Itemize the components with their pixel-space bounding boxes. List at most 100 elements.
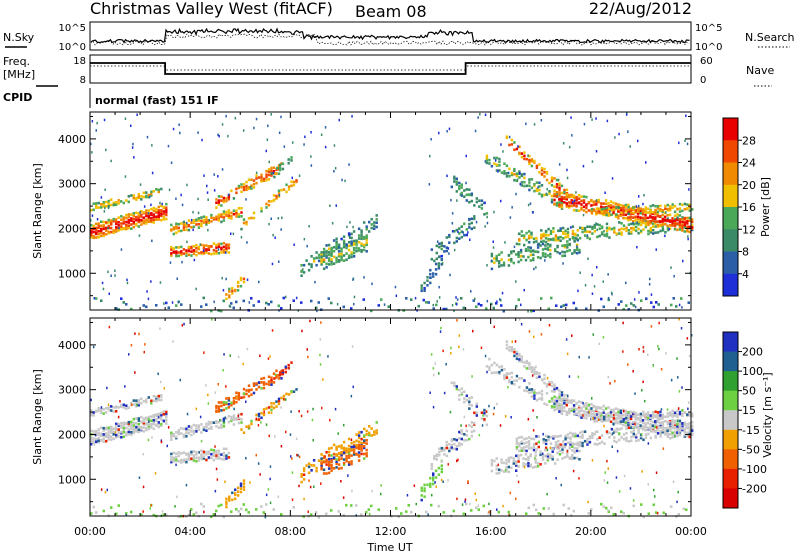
- echo-cell: [502, 261, 506, 265]
- scatter-cell: [151, 144, 153, 147]
- echo-cell: [669, 414, 672, 417]
- scatter-cell: [532, 409, 534, 412]
- echo-cell: [651, 426, 654, 430]
- echo-cell: [563, 406, 566, 409]
- echo-cell: [363, 235, 366, 239]
- echo-cell: [543, 377, 546, 380]
- echo-cell: [125, 431, 128, 434]
- echo-cell: [523, 180, 526, 184]
- echo-cell: [598, 227, 601, 231]
- scatter-cell: [214, 391, 217, 394]
- clutter-cell: [222, 515, 225, 519]
- scatter-cell: [492, 246, 495, 249]
- echo-cell: [530, 158, 534, 161]
- clutter-cell: [152, 513, 155, 517]
- scatter-cell: [647, 353, 649, 356]
- echo-cell: [664, 204, 667, 208]
- echo-cell: [175, 222, 178, 226]
- echo-cell: [666, 429, 669, 433]
- echo-cell: [460, 392, 463, 396]
- echo-cell: [152, 206, 155, 210]
- echo-cell: [227, 414, 231, 418]
- echo-cell: [553, 185, 556, 188]
- clutter-cell: [657, 303, 660, 306]
- echo-cell: [619, 206, 623, 210]
- colorbar-tick-label: 200: [742, 346, 763, 359]
- clutter-cell: [417, 304, 420, 308]
- echo-cell: [327, 462, 331, 466]
- echo-cell: [656, 417, 659, 421]
- echo-cell: [232, 402, 236, 405]
- echo-cell: [525, 449, 528, 453]
- echo-cell: [267, 406, 271, 409]
- echo-cell: [600, 205, 603, 209]
- echo-cell: [540, 393, 544, 396]
- echo-cell: [220, 404, 223, 408]
- echo-cell: [202, 450, 206, 454]
- echo-cell: [610, 213, 613, 216]
- scatter-cell: [329, 418, 331, 422]
- echo-cell: [281, 167, 285, 171]
- echo-cell: [180, 250, 183, 253]
- echo-cell: [107, 205, 110, 208]
- echo-cell: [165, 217, 168, 221]
- echo-cell: [182, 433, 186, 437]
- echo-cell: [230, 419, 233, 423]
- velocity-heatmap: [90, 318, 694, 519]
- echo-cell: [180, 461, 183, 464]
- echo-cell: [668, 219, 672, 222]
- scatter-cell: [488, 510, 490, 514]
- echo-cell: [455, 180, 458, 184]
- echo-cell: [587, 209, 591, 212]
- echo-cell: [267, 178, 271, 181]
- echo-cell: [577, 414, 581, 418]
- echo-cell: [90, 236, 93, 239]
- scatter-cell: [533, 335, 535, 339]
- echo-cell: [370, 217, 373, 221]
- scatter-cell: [587, 257, 589, 260]
- echo-cell: [597, 411, 600, 414]
- echo-cell: [90, 436, 93, 439]
- echo-cell: [205, 218, 208, 222]
- echo-cell: [666, 214, 669, 217]
- echo-cell: [651, 217, 654, 221]
- colorbar-block: [723, 410, 738, 431]
- clutter-cell: [515, 304, 518, 308]
- echo-cell: [544, 237, 548, 240]
- echo-cell: [237, 213, 241, 216]
- echo-cell: [569, 436, 572, 439]
- echo-cell: [659, 414, 662, 417]
- scatter-cell: [546, 448, 549, 452]
- echo-cell: [237, 184, 241, 188]
- echo-cell: [172, 456, 175, 460]
- scatter-cell: [475, 220, 478, 224]
- echo-cell: [566, 240, 569, 243]
- clutter-cell: [280, 307, 283, 310]
- echo-cell: [505, 467, 508, 471]
- scatter-cell: [477, 116, 479, 119]
- echo-cell: [620, 233, 623, 236]
- scatter-cell: [240, 236, 243, 239]
- scatter-cell: [592, 333, 594, 336]
- scatter-cell: [576, 245, 578, 248]
- echo-cell: [553, 383, 556, 387]
- echo-cell: [544, 247, 547, 251]
- scatter-cell: [443, 391, 446, 395]
- echo-cell: [255, 388, 258, 391]
- scatter-cell: [440, 326, 442, 330]
- scatter-cell: [131, 403, 133, 406]
- clutter-cell: [120, 297, 123, 300]
- scatter-cell: [334, 407, 337, 411]
- clutter-cell: [317, 301, 320, 304]
- echo-cell: [580, 413, 583, 417]
- echo-cell: [540, 398, 544, 401]
- echo-cell: [542, 234, 545, 238]
- echo-cell: [125, 213, 128, 217]
- scatter-cell: [267, 488, 270, 491]
- clutter-cell: [532, 503, 535, 507]
- echo-cell: [507, 470, 511, 474]
- clutter-cell: [245, 508, 248, 512]
- echo-cell: [145, 418, 148, 421]
- echo-cell: [305, 259, 308, 262]
- echo-cell: [490, 267, 494, 271]
